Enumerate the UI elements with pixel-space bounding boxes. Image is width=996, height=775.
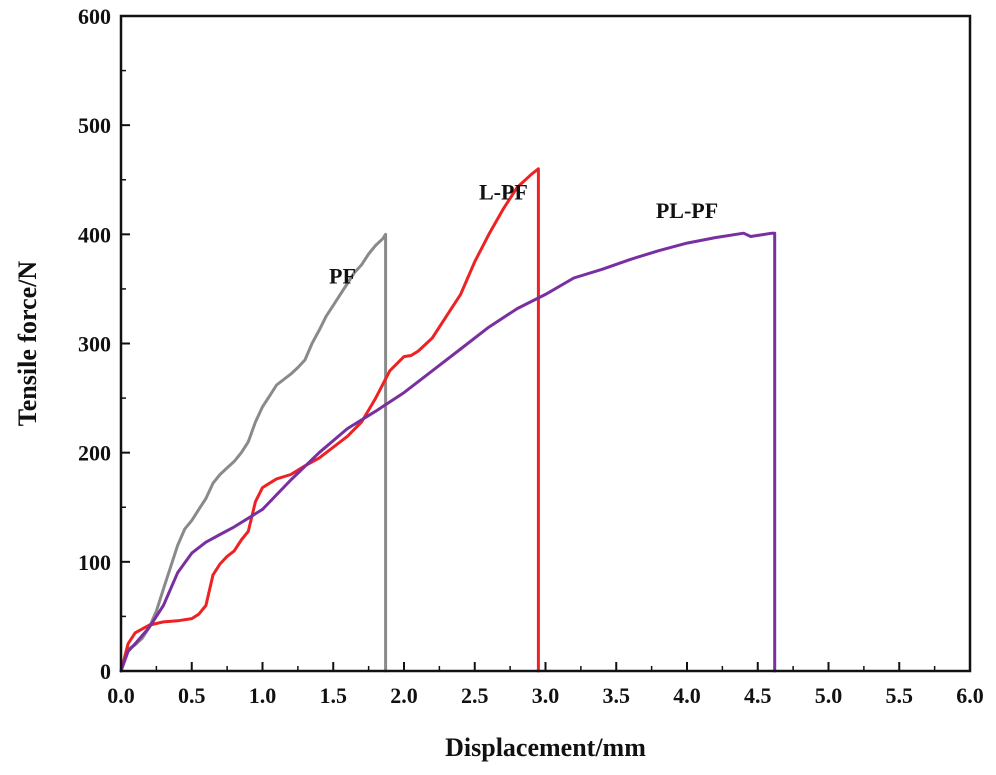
x-tick-label: 2.0 <box>390 683 418 708</box>
y-tick-label: 100 <box>78 550 111 575</box>
series-line-pl-pf <box>119 231 777 673</box>
y-tick-label: 200 <box>78 441 111 466</box>
x-tick-label: 4.5 <box>744 683 772 708</box>
x-tick-label: 1.5 <box>320 683 348 708</box>
x-tick-label: 2.5 <box>461 683 489 708</box>
x-tick-label: 5.5 <box>886 683 914 708</box>
x-tick-label: 3.0 <box>532 683 560 708</box>
x-axis-title: Displacement/mm <box>445 733 646 762</box>
y-tick-label: 500 <box>78 113 111 138</box>
y-axis-title: Tensile force/N <box>13 261 42 427</box>
y-tick-label: 600 <box>78 4 111 29</box>
series-label-pf: PF <box>329 263 356 288</box>
x-tick-label: 0.0 <box>107 683 135 708</box>
x-tick-label: 3.5 <box>603 683 631 708</box>
series-labels: PF L-PF PL-PF <box>329 179 718 288</box>
x-axis-ticks: 0.0 0.5 1.0 1.5 2.0 2.5 3.0 3.5 4.0 4.5 5.0 5.5 6.0 <box>107 662 984 708</box>
x-tick-label: 6.0 <box>956 683 984 708</box>
x-tick-label: 1.0 <box>249 683 277 708</box>
plot-lines <box>119 167 777 673</box>
x-tick-label: 4.0 <box>673 683 701 708</box>
x-tick-label: 0.5 <box>178 683 206 708</box>
y-tick-label: 400 <box>78 222 111 247</box>
series-label-l-pf: L-PF <box>479 179 528 204</box>
series-label-pl-pf: PL-PF <box>656 198 718 223</box>
series-line-pf <box>119 232 388 673</box>
y-tick-label: 300 <box>78 332 111 357</box>
series-line-l-pf <box>119 167 540 673</box>
y-axis-ticks: 0 100 200 300 400 500 600 <box>78 4 130 684</box>
y-tick-label: 0 <box>100 659 111 684</box>
plot-frame <box>119 14 972 673</box>
x-tick-label: 5.0 <box>815 683 843 708</box>
